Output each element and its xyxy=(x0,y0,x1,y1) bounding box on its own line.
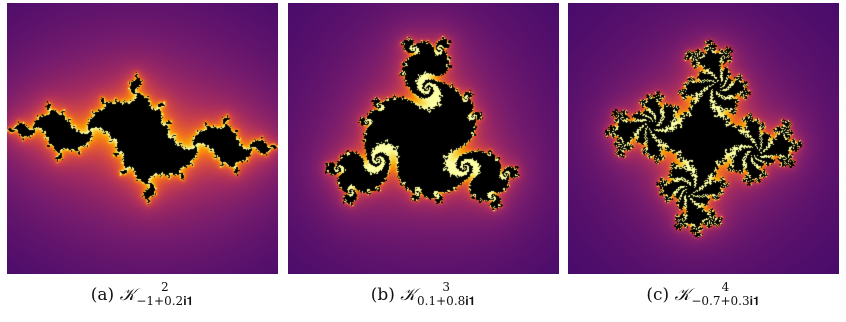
caption-symbol-a: 𝒦 xyxy=(119,285,136,305)
julia-set-svg-a xyxy=(7,3,278,274)
caption-symbol-c: 𝒦 xyxy=(674,285,691,305)
caption-exponent-a: 2 xyxy=(160,280,169,294)
julia-set-image-a xyxy=(7,3,278,274)
caption-exponent-c: 4 xyxy=(721,280,730,294)
julia-set-raster-a xyxy=(7,3,278,274)
caption-scripts-a: 2 −1+0.2𝐢𝟏 xyxy=(136,280,194,308)
caption-subscript-c: −0.7+0.3𝐢𝟏 xyxy=(691,294,760,308)
caption-tag-c: (c) xyxy=(646,285,670,305)
julia-set-raster-c xyxy=(568,3,839,274)
julia-set-image-c xyxy=(568,3,839,274)
caption-subscript-a: −1+0.2𝐢𝟏 xyxy=(136,294,194,308)
julia-set-raster-b xyxy=(288,3,559,274)
caption-a: (a) 𝒦 2 −1+0.2𝐢𝟏 xyxy=(0,280,287,308)
caption-symbol-b: 𝒦 xyxy=(400,285,417,305)
caption-tag-b: (b) xyxy=(370,285,395,305)
caption-c: (c) 𝒦 4 −0.7+0.3𝐢𝟏 xyxy=(558,280,846,308)
caption-subscript-b: 0.1+0.8𝐢𝟏 xyxy=(417,294,476,308)
julia-set-svg-b xyxy=(288,3,559,274)
caption-exponent-b: 3 xyxy=(442,280,450,294)
caption-b: (b) 𝒦 3 0.1+0.8𝐢𝟏 xyxy=(278,280,568,308)
caption-tag-a: (a) xyxy=(90,285,115,305)
julia-set-image-b xyxy=(288,3,559,274)
julia-set-svg-c xyxy=(568,3,839,274)
caption-scripts-c: 4 −0.7+0.3𝐢𝟏 xyxy=(691,280,760,308)
caption-scripts-b: 3 0.1+0.8𝐢𝟏 xyxy=(417,280,476,308)
